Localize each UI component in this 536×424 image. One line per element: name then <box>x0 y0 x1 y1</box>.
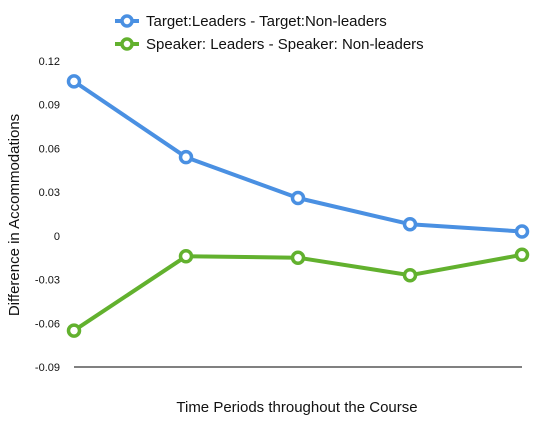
legend-label-target: Target:Leaders - Target:Non-leaders <box>146 13 387 30</box>
y-tick-label: 0.09 <box>39 100 60 112</box>
legend-item-target: Target:Leaders - Target:Non-leaders <box>115 13 387 30</box>
series-1 <box>66 247 530 338</box>
legend: Target:Leaders - Target:Non-leaders Spea… <box>115 13 424 53</box>
data-point <box>514 224 530 239</box>
y-tick-label: 0 <box>54 231 60 243</box>
y-tick-labels: 0.12 0.09 0.06 0.03 0 -0.03 -0.06 -0.09 <box>35 56 60 374</box>
legend-item-speaker: Speaker: Leaders - Speaker: Non-leaders <box>115 36 424 53</box>
data-point <box>514 247 530 263</box>
series-line-0 <box>72 79 523 234</box>
y-tick-label: 0.03 <box>39 187 60 199</box>
series-layer <box>66 74 530 338</box>
y-tick-label: -0.03 <box>35 275 60 287</box>
data-point <box>290 250 306 265</box>
series-line-1 <box>72 252 523 333</box>
y-tick-label: 0.12 <box>39 56 60 68</box>
x-axis-label: Time Periods throughout the Course <box>176 399 417 416</box>
legend-swatch-marker-target <box>120 14 134 28</box>
data-point <box>402 216 418 232</box>
data-point <box>66 74 82 89</box>
y-tick-label: 0.06 <box>39 143 60 155</box>
y-axis-label: Difference in Accommodations <box>6 114 23 316</box>
data-point <box>290 190 306 206</box>
legend-swatch-marker-speaker <box>120 37 134 51</box>
series-0 <box>66 74 530 239</box>
y-tick-label: -0.09 <box>35 362 60 374</box>
data-point <box>66 323 82 338</box>
data-point <box>402 267 418 283</box>
data-point <box>178 149 194 165</box>
data-point <box>178 249 194 264</box>
y-tick-label: -0.06 <box>35 318 60 330</box>
legend-label-speaker: Speaker: Leaders - Speaker: Non-leaders <box>146 36 424 53</box>
